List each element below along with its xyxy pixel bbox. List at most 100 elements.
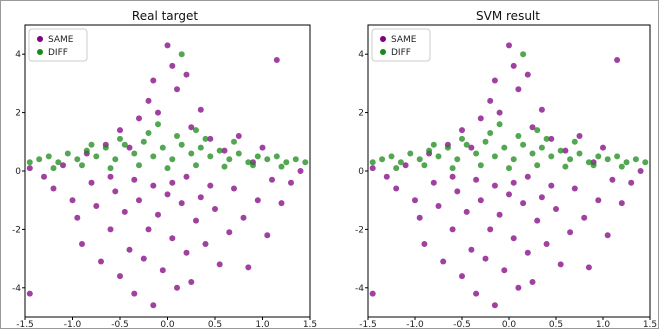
point-same [159, 267, 166, 274]
point-same [155, 109, 161, 116]
point-same [245, 264, 252, 271]
point-diff [421, 162, 428, 169]
point-same [117, 273, 123, 280]
point-diff [254, 153, 261, 160]
point-same [595, 197, 602, 204]
point-diff [571, 138, 578, 145]
point-same [197, 106, 204, 113]
point-same [231, 185, 237, 192]
point-same [107, 173, 114, 180]
x-tick-label: 0.0 [502, 320, 517, 329]
point-same [520, 200, 527, 207]
point-diff [548, 153, 555, 160]
point-diff [245, 159, 252, 166]
point-diff [595, 153, 602, 160]
x-tick-label: -1.0 [64, 320, 82, 329]
point-same [393, 185, 400, 192]
point-diff [188, 150, 195, 157]
point-same [26, 290, 33, 297]
point-diff [107, 165, 114, 172]
point-diff [79, 162, 85, 169]
point-same [459, 127, 465, 134]
legend-label-diff: DIFF [391, 48, 411, 58]
point-same [600, 144, 606, 151]
point-same [538, 106, 545, 113]
point-same [491, 182, 498, 189]
point-same [207, 135, 214, 142]
point-same [169, 235, 176, 242]
point-same [212, 206, 218, 212]
point-same [524, 71, 531, 78]
point-same [543, 241, 550, 247]
point-same [254, 197, 261, 204]
point-same [169, 62, 176, 69]
point-diff [506, 165, 512, 172]
x-tick-label: 0.5 [208, 320, 222, 329]
y-axis: 4 2 0 -2 -4 [355, 50, 368, 294]
point-same [126, 144, 133, 151]
x-tick-label: 1.0 [255, 320, 270, 329]
point-same [459, 273, 465, 280]
point-same [145, 97, 152, 104]
point-same [150, 77, 157, 84]
point-same [449, 173, 456, 180]
point-same [169, 179, 176, 186]
point-same [529, 124, 536, 131]
point-same [430, 179, 437, 186]
point-diff [642, 159, 649, 166]
legend: SAME DIFF [371, 28, 431, 62]
point-diff [235, 150, 242, 157]
point-same [609, 176, 616, 183]
point-diff [449, 165, 456, 172]
point-same [553, 206, 559, 212]
point-same [482, 255, 489, 262]
point-same [273, 57, 280, 63]
x-tick-label: -1.5 [16, 320, 34, 329]
point-diff [273, 153, 280, 160]
point-diff [102, 144, 109, 151]
point-diff [36, 156, 43, 163]
point-diff [193, 127, 199, 134]
point-same [473, 290, 480, 297]
point-diff [487, 130, 494, 136]
point-same [529, 279, 536, 285]
point-diff [482, 138, 489, 145]
point-same [515, 284, 522, 291]
point-same [571, 185, 578, 192]
point-same [269, 176, 275, 183]
point-diff [430, 141, 437, 148]
point-diff [117, 135, 123, 142]
legend: SAME DIFF [28, 28, 88, 62]
y-tick-label: 0 [15, 167, 21, 177]
point-same [174, 284, 180, 291]
point-same [117, 127, 123, 134]
point-same [150, 182, 157, 189]
legend-label-diff: DIFF [48, 48, 68, 58]
point-same [98, 258, 104, 265]
point-diff [520, 51, 527, 58]
point-same [383, 173, 390, 180]
point-same [524, 249, 531, 256]
point-same [131, 176, 138, 183]
legend-box [371, 28, 431, 62]
legend-marker-same [380, 36, 386, 42]
point-diff [64, 150, 71, 157]
point-diff [463, 141, 470, 148]
point-same [463, 208, 470, 215]
point-same [121, 208, 128, 215]
point-diff [283, 159, 290, 166]
y-tick-label: 2 [358, 109, 364, 119]
point-same [491, 77, 498, 84]
point-same [487, 97, 494, 104]
point-diff [45, 153, 52, 160]
point-same [221, 147, 228, 154]
point-diff [632, 156, 639, 163]
point-diff [250, 162, 256, 169]
x-tick-label: -0.5 [453, 320, 471, 329]
point-diff [164, 165, 171, 172]
point-diff [473, 150, 480, 157]
point-same [140, 255, 147, 262]
point-same [188, 279, 195, 285]
point-diff [557, 147, 564, 154]
